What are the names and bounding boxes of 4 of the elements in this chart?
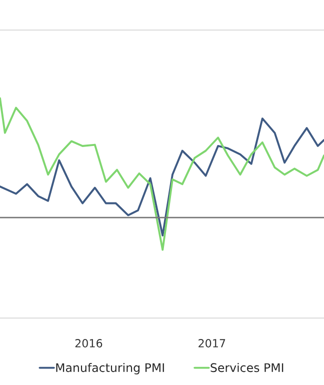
- x-tick-label: 2016: [75, 339, 102, 348]
- legend-label: Manufacturing PMI: [56, 362, 164, 374]
- legend-label: Services PMI: [210, 362, 284, 372]
- x-tick-label: 2017: [198, 339, 226, 348]
